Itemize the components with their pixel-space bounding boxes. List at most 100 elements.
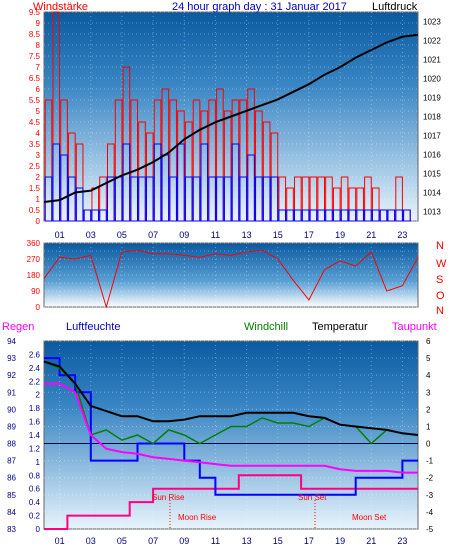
hour-tick-bottom-19: 19	[335, 536, 345, 546]
wind-direction-panel: 0 90 180 270 360 N W S O N	[27, 239, 447, 317]
speed-bar-45	[395, 209, 403, 222]
speed-bar-0	[44, 176, 53, 222]
pressure-tick-0: 1013	[423, 208, 441, 217]
humidity-tick-7: 90	[7, 405, 16, 414]
wind-tick-6: 3	[36, 151, 41, 160]
wind-tick-10: 5	[36, 107, 41, 116]
speed-bar-14	[153, 143, 162, 222]
panel2-background	[43, 242, 419, 308]
hour-tick-07: 07	[148, 230, 158, 240]
wind-tick-15: 7.5	[29, 52, 41, 61]
speed-bar-6	[91, 209, 100, 222]
rain-tick-0: 0	[36, 525, 41, 534]
wind-speed-bars	[44, 143, 411, 222]
speed-bar-26	[247, 154, 255, 222]
temp-tick-8: 3	[426, 388, 431, 397]
speed-bar-28	[262, 176, 271, 222]
speed-bar-29	[270, 176, 279, 222]
rain-axis-ticks: 0 0.2 0.4 0.6 0.8 1 1.2 1.4 1.6 1.8 2 2.2 2.4 2.6	[29, 350, 41, 534]
speed-bar-21	[208, 176, 216, 222]
hour-tick-19: 19	[335, 230, 345, 240]
rain-tick-5: 1	[36, 458, 41, 467]
panel2-grid	[44, 242, 418, 308]
compass-s: S	[436, 274, 443, 286]
hour-tick-17: 17	[304, 230, 314, 240]
moon-rise-label: Moon Rise	[178, 513, 217, 522]
pressure-tick-4: 1017	[423, 132, 441, 141]
compass-n-top: N	[436, 240, 444, 252]
speed-bar-8	[107, 176, 115, 222]
speed-bar-11	[130, 176, 139, 222]
speed-bar-30	[278, 209, 287, 222]
wind-tick-4: 2	[36, 173, 41, 182]
luftfeuchte-label: Luftfeuchte	[66, 321, 120, 333]
dir-tick-4: 180	[27, 271, 41, 280]
speed-bar-41	[364, 209, 372, 222]
humidity-tick-4: 87	[7, 457, 16, 466]
dir-tick-8: 360	[27, 239, 41, 248]
humidity-tick-6: 89	[7, 422, 16, 431]
rain-tick-6: 1.2	[29, 444, 41, 453]
speed-bar-22	[216, 176, 224, 222]
temp-tick-4: -1	[426, 457, 434, 466]
wind-tick-16: 8	[36, 41, 41, 50]
wind-direction-line	[43, 249, 419, 309]
speed-bar-20	[200, 143, 209, 222]
speed-bar-7	[99, 209, 107, 222]
hour-tick-15: 15	[273, 230, 283, 240]
rain-line	[44, 474, 418, 530]
speed-bar-23	[223, 176, 232, 222]
speed-bar-37	[332, 209, 341, 222]
wind-tick-19: 9.5	[29, 8, 41, 17]
rain-tick-13: 2.6	[29, 350, 41, 359]
pressure-tick-10: 1023	[423, 18, 441, 27]
speed-bar-2	[60, 154, 68, 222]
speed-bar-43	[379, 209, 388, 222]
hour-tick-bottom-15: 15	[273, 536, 283, 546]
wind-tick-7: 3.5	[29, 140, 41, 149]
temp-tick-1: -4	[426, 508, 434, 517]
windstaerke-label: Windstärke	[33, 1, 88, 13]
rain-tick-4: 0.8	[29, 471, 41, 480]
hour-tick-bottom-09: 09	[179, 536, 189, 546]
wind-pressure-panel: 0 0.5 1 1.5 2 2.5 3 3.5 4 4.5 5 5.5 6 6.5 7 7.5 8 8.5 9 9.5…	[29, 8, 441, 240]
pressure-axis-ticks: 1013 1014 1015 1016 1017 1018 1019 1020 1021 1022…	[423, 18, 441, 217]
rain-tick-7: 1.4	[29, 431, 41, 440]
humidity-tick-0: 83	[7, 525, 16, 534]
humidity-tick-3: 86	[7, 474, 16, 483]
speed-bar-1	[52, 143, 61, 222]
humidity-tick-9: 92	[7, 371, 16, 380]
hour-tick-bottom-11: 11	[211, 536, 220, 546]
speed-bar-5	[83, 209, 92, 222]
sun-rise-label: Sun Rise	[152, 493, 185, 502]
wind-tick-17: 8.5	[29, 30, 41, 39]
hour-tick-bottom-01: 01	[55, 536, 65, 546]
speed-bar-42	[371, 209, 380, 222]
speed-bar-46	[403, 209, 411, 222]
compass-w: W	[436, 258, 447, 270]
speed-bar-18	[184, 176, 193, 222]
speed-bar-3	[68, 176, 76, 222]
speed-bar-25	[239, 176, 248, 222]
humidity-line	[44, 357, 418, 496]
rain-tick-2: 0.4	[29, 498, 41, 507]
wind-tick-3: 1.5	[29, 184, 41, 193]
windspeed-axis-ticks: 0 0.5 1 1.5 2 2.5 3 3.5 4 4.5 5 5.5 6 6.5 7 7.5 8 8.5 9 9.5	[29, 8, 41, 226]
humidity-tick-1: 84	[7, 508, 16, 517]
speed-bar-44	[387, 209, 396, 222]
hour-tick-05: 05	[117, 230, 127, 240]
hour-tick-bottom-21: 21	[366, 536, 376, 546]
wind-tick-9: 4.5	[29, 118, 41, 127]
wind-tick-13: 6.5	[29, 74, 41, 83]
rain-tick-11: 2.2	[29, 377, 41, 386]
taupunkt-label: Taupunkt	[392, 321, 437, 333]
hour-axis-ticks-bottom: 01 03 05 07 09 11 13 15 17 19 21 23	[55, 536, 408, 546]
luftdruck-label: Luftdruck	[372, 1, 418, 13]
sun-set-label: Sun Set	[298, 493, 327, 502]
dir-tick-6: 270	[27, 255, 41, 264]
panel3-background	[43, 340, 419, 530]
pressure-tick-3: 1016	[423, 151, 441, 160]
pressure-tick-8: 1021	[423, 56, 441, 65]
speed-bar-35	[317, 209, 325, 222]
speed-bar-40	[356, 209, 364, 222]
